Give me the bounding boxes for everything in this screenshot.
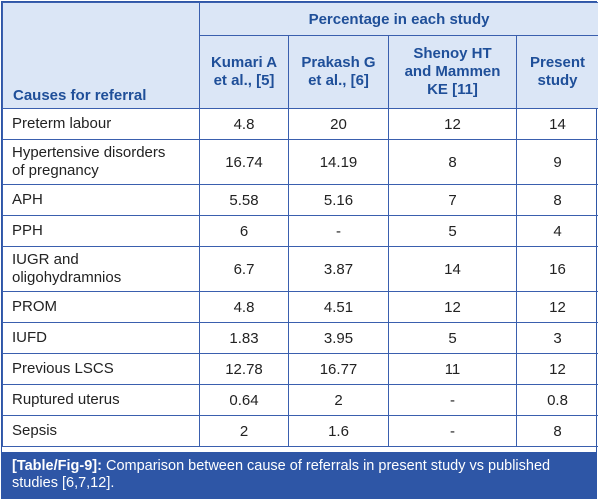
value-cell: 16.74 <box>200 140 289 185</box>
value-cell: 12.78 <box>200 354 289 385</box>
cause-cell: Sepsis <box>3 416 200 447</box>
cause-cell: IUFD <box>3 323 200 354</box>
value-cell: 5 <box>389 323 517 354</box>
value-cell: 12 <box>517 354 598 385</box>
cause-cell: Previous LSCS <box>3 354 200 385</box>
value-cell: 4.8 <box>200 292 289 323</box>
value-cell: 6.7 <box>200 247 289 292</box>
cause-cell: Preterm labour <box>3 109 200 140</box>
value-cell: 9 <box>517 140 598 185</box>
value-cell: 5 <box>389 216 517 247</box>
value-cell: 12 <box>389 292 517 323</box>
value-cell: 8 <box>389 140 517 185</box>
value-cell: 14.19 <box>289 140 389 185</box>
value-cell: 11 <box>389 354 517 385</box>
cause-cell: PPH <box>3 216 200 247</box>
referral-causes-table: Causes for referral Percentage in each s… <box>2 2 598 447</box>
table-row: Preterm labour 4.8 20 12 14 <box>3 109 598 140</box>
value-cell: 12 <box>517 292 598 323</box>
value-cell: 3.87 <box>289 247 389 292</box>
value-cell: 14 <box>389 247 517 292</box>
value-cell: 3 <box>517 323 598 354</box>
value-cell: 2 <box>200 416 289 447</box>
caption-label: [Table/Fig-9]: <box>12 458 102 474</box>
table-row: PPH 6 - 5 4 <box>3 216 598 247</box>
value-cell: 16.77 <box>289 354 389 385</box>
value-cell: 0.8 <box>517 385 598 416</box>
table-row: PROM 4.8 4.51 12 12 <box>3 292 598 323</box>
cause-cell: Ruptured uterus <box>3 385 200 416</box>
value-cell: - <box>389 416 517 447</box>
value-cell: 2 <box>289 385 389 416</box>
value-cell: 4 <box>517 216 598 247</box>
table-row: APH 5.58 5.16 7 8 <box>3 185 598 216</box>
value-cell: 5.16 <box>289 185 389 216</box>
value-cell: 8 <box>517 416 598 447</box>
value-cell: 6 <box>200 216 289 247</box>
value-cell: - <box>389 385 517 416</box>
cause-cell: PROM <box>3 292 200 323</box>
value-cell: 4.8 <box>200 109 289 140</box>
value-cell: 20 <box>289 109 389 140</box>
cause-cell: APH <box>3 185 200 216</box>
value-cell: 3.95 <box>289 323 389 354</box>
value-cell: 16 <box>517 247 598 292</box>
table-row: Sepsis 2 1.6 - 8 <box>3 416 598 447</box>
group-header: Percentage in each study <box>200 3 598 36</box>
table-row: IUFD 1.83 3.95 5 3 <box>3 323 598 354</box>
value-cell: 1.6 <box>289 416 389 447</box>
causes-header: Causes for referral <box>3 3 200 109</box>
value-cell: 4.51 <box>289 292 389 323</box>
value-cell: 5.58 <box>200 185 289 216</box>
value-cell: - <box>289 216 389 247</box>
value-cell: 12 <box>389 109 517 140</box>
table-row: Previous LSCS 12.78 16.77 11 12 <box>3 354 598 385</box>
value-cell: 0.64 <box>200 385 289 416</box>
value-cell: 8 <box>517 185 598 216</box>
value-cell: 1.83 <box>200 323 289 354</box>
table-caption: [Table/Fig-9]: Comparison between cause … <box>2 452 596 498</box>
value-cell: 14 <box>517 109 598 140</box>
table-row: Ruptured uterus 0.64 2 - 0.8 <box>3 385 598 416</box>
value-cell: 7 <box>389 185 517 216</box>
